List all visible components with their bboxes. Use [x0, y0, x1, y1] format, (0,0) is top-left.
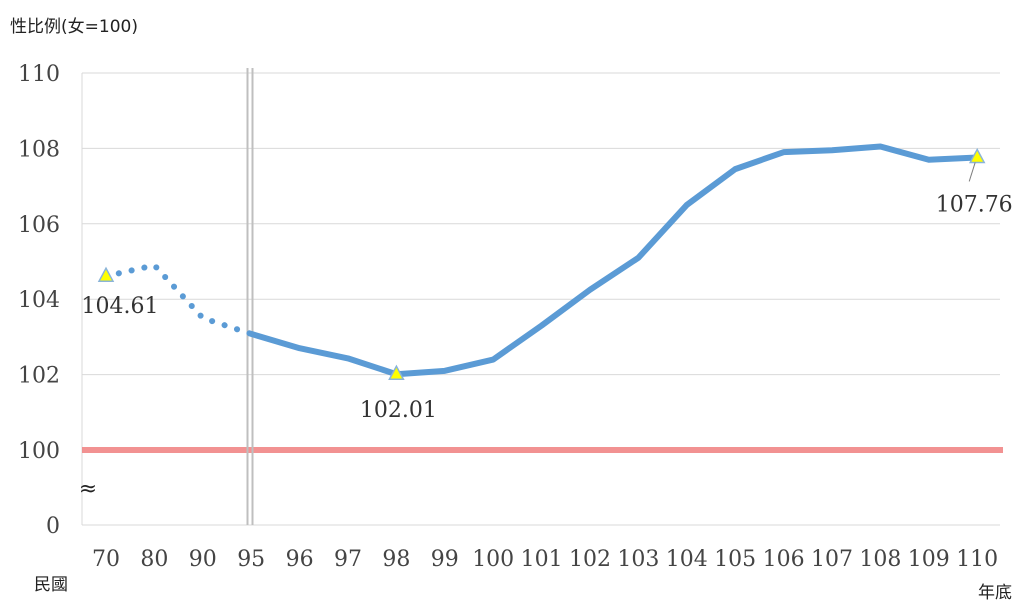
x-axis-title-left: 民國 [34, 575, 68, 595]
y-axis-title: 性比例(女=100) [10, 17, 138, 37]
data-label-110: 107.76 [936, 192, 1013, 217]
leader-line-110 [968, 162, 976, 182]
axis-break-symbol: ≈ [79, 477, 97, 502]
x-tick-label-106: 106 [763, 547, 805, 572]
x-tick-label-107: 107 [811, 547, 853, 572]
x-tick-label-70: 70 [92, 547, 120, 572]
y-tick-label-102: 102 [18, 364, 60, 389]
x-tick-label-110: 110 [956, 547, 998, 572]
gridlines [81, 72, 1000, 526]
y-tick-label-100: 100 [18, 439, 60, 464]
y-tick-label-104: 104 [18, 288, 60, 313]
series-layer [103, 143, 981, 378]
x-tick-label-100: 100 [472, 547, 514, 572]
x-tick-label-104: 104 [666, 547, 708, 572]
x-tick-label-105: 105 [714, 547, 756, 572]
y-tick-label-106: 106 [18, 213, 60, 238]
x-tick-label-108: 108 [859, 547, 901, 572]
marker-layer [97, 147, 986, 380]
marker-98 [388, 364, 405, 380]
y-tick-label-110: 110 [18, 62, 60, 87]
marker-70 [97, 266, 115, 282]
series-line-dotted [103, 262, 255, 337]
tick-label-layer: 0 100 102 104 106 108 110 70 80 90 95 96 97 98 99 100 10… [18, 62, 998, 572]
x-tick-label-97: 97 [334, 547, 362, 572]
series-line-solid [248, 143, 981, 378]
y-tick-label-108: 108 [18, 137, 60, 162]
label-layer: 104.61 102.01 107.76 [82, 162, 1013, 423]
x-tick-label-109: 109 [908, 547, 950, 572]
x-tick-label-98: 98 [382, 547, 410, 572]
x-tick-label-103: 103 [617, 547, 659, 572]
axis-break-layer: ≈ [79, 68, 254, 525]
y-tick-label-0: 0 [46, 514, 60, 539]
x-tick-label-96: 96 [286, 547, 314, 572]
x-tick-label-80: 80 [140, 547, 168, 572]
x-tick-label-101: 101 [521, 547, 563, 572]
x-tick-label-95: 95 [237, 547, 265, 572]
x-tick-label-102: 102 [569, 547, 611, 572]
data-label-98: 102.01 [360, 398, 437, 423]
marker-110 [968, 147, 986, 164]
x-axis-title-right: 年底 [978, 583, 1012, 603]
data-label-70: 104.61 [82, 294, 159, 319]
x-tick-label-90: 90 [189, 547, 217, 572]
x-tick-label-99: 99 [431, 547, 459, 572]
